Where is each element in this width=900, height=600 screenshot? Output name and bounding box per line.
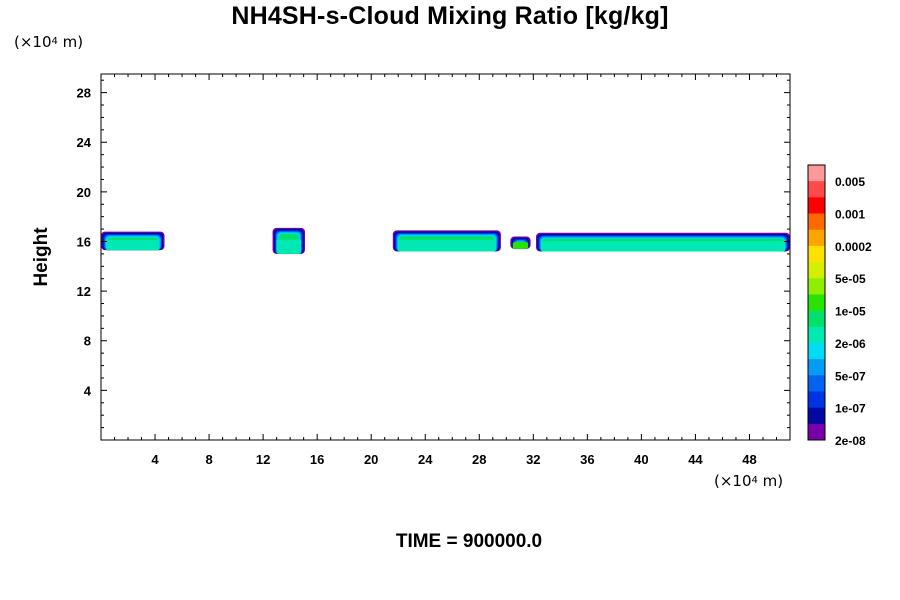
cloud-segment	[101, 231, 165, 251]
y-tick-label: 4	[84, 383, 92, 398]
colorbar-label: 0.0002	[835, 240, 872, 254]
x-unit-prefix: (×10	[714, 472, 752, 490]
x-tick-label: 16	[310, 452, 324, 467]
colorbar-swatch	[808, 423, 825, 441]
y-unit-suffix: m)	[57, 33, 84, 51]
colorbar-label: 1e-05	[835, 305, 866, 319]
colorbar-swatch	[808, 262, 825, 279]
x-tick-label: 28	[472, 452, 486, 467]
cloud-segment	[272, 227, 305, 254]
colorbar-swatch	[808, 310, 825, 328]
colorbar-swatch	[808, 342, 825, 360]
x-tick-label: 24	[418, 452, 433, 467]
time-label: TIME = 900000.0	[395, 531, 543, 552]
colorbar-label: 5e-05	[835, 272, 866, 286]
cloud-segment	[536, 232, 790, 252]
x-tick-label: 36	[580, 452, 594, 467]
colorbar-swatch	[808, 391, 825, 408]
colorbar-swatch	[808, 407, 825, 425]
y-tick-label: 28	[77, 86, 91, 101]
y-tick-label: 12	[77, 284, 91, 299]
plot-frame	[100, 73, 791, 441]
x-unit-suffix: m)	[757, 472, 784, 490]
x-tick-label: 12	[256, 452, 270, 467]
colorbar-label: 2e-08	[835, 434, 866, 448]
x-tick-label: 32	[526, 452, 540, 467]
y-unit-exponent: 4	[51, 36, 58, 47]
y-tick-label: 24	[77, 135, 92, 150]
y-axis-unit: (×104 m)	[14, 33, 83, 51]
colorbar-swatch	[808, 294, 825, 311]
colorbar-swatch	[808, 375, 825, 392]
x-tick-label: 20	[364, 452, 378, 467]
x-unit-exponent: 4	[751, 475, 758, 486]
x-tick-label: 40	[634, 452, 648, 467]
chart-title: NH4SH-s-Cloud Mixing Ratio [kg/kg]	[231, 2, 669, 30]
colorbar-label: 2e-06	[835, 337, 866, 351]
y-tick-label: 20	[77, 185, 91, 200]
y-unit-prefix: (×10	[14, 33, 52, 51]
cloud-core	[106, 239, 160, 251]
colorbar-swatch	[808, 245, 825, 263]
colorbar-swatch	[808, 359, 825, 376]
colorbar-swatch	[808, 213, 825, 231]
cloud-segment	[392, 230, 501, 252]
y-tick-label: 8	[84, 334, 91, 349]
colorbar-frame	[807, 164, 826, 441]
colorbar-swatch	[808, 278, 825, 295]
cloud-core	[276, 239, 302, 254]
colorbar-label: 5e-07	[835, 369, 866, 383]
colorbar-label: 1e-07	[835, 402, 866, 416]
colorbar-swatch	[808, 165, 825, 182]
x-tick-label: 4	[151, 452, 159, 467]
x-tick-label: 8	[205, 452, 212, 467]
colorbar-swatch	[808, 326, 825, 344]
colorbar-label: 0.001	[835, 208, 865, 222]
plot-background	[101, 74, 790, 440]
colorbar-swatch	[808, 229, 825, 247]
colorbar-swatch	[808, 181, 825, 198]
cloud-core	[397, 239, 496, 252]
y-tick-label: 16	[77, 234, 91, 249]
x-tick-label: 44	[688, 452, 703, 467]
cloud-segment	[510, 236, 531, 249]
cloud-core	[541, 241, 785, 252]
colorbar-label: 0.005	[835, 175, 865, 189]
x-tick-label: 48	[742, 452, 756, 467]
colorbar: 0.005 0.001 0.0002 5e-05 1e-05 2e-06 5e-07 1e-0…	[807, 164, 872, 448]
colorbar-swatch	[808, 197, 825, 214]
cloud-core	[512, 242, 529, 249]
x-axis-unit: (×104 m)	[714, 472, 783, 490]
cloud-layer	[101, 227, 790, 254]
